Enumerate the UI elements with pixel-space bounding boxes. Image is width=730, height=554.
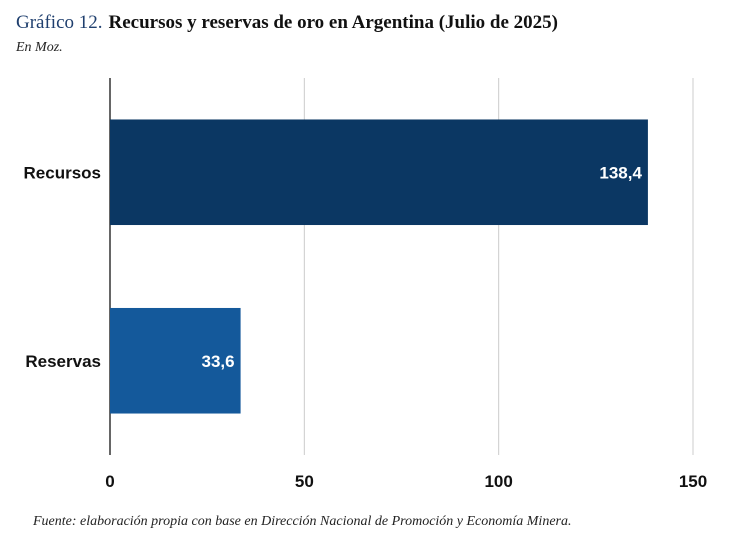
x-tick-label: 150: [679, 472, 707, 491]
chart-title: Gráfico 12. Recursos y reservas de oro en…: [16, 12, 558, 33]
figure-label: Gráfico 12.: [16, 12, 103, 33]
bar: [110, 307, 241, 414]
y-tick-label: Recursos: [24, 163, 101, 182]
value-label: 138,4: [599, 163, 642, 182]
source-note: Fuente: elaboración propia con base en D…: [32, 514, 572, 529]
x-tick-label: 100: [484, 472, 512, 491]
chart-subtitle: En Moz.: [15, 40, 63, 55]
x-tick-label: 50: [295, 472, 314, 491]
title-text: Recursos y reservas de oro en Argentina …: [109, 12, 558, 33]
x-tick-label: 0: [105, 472, 114, 491]
y-tick-label: Reservas: [25, 352, 101, 371]
bar: [110, 119, 648, 226]
value-label: 33,6: [201, 352, 234, 371]
